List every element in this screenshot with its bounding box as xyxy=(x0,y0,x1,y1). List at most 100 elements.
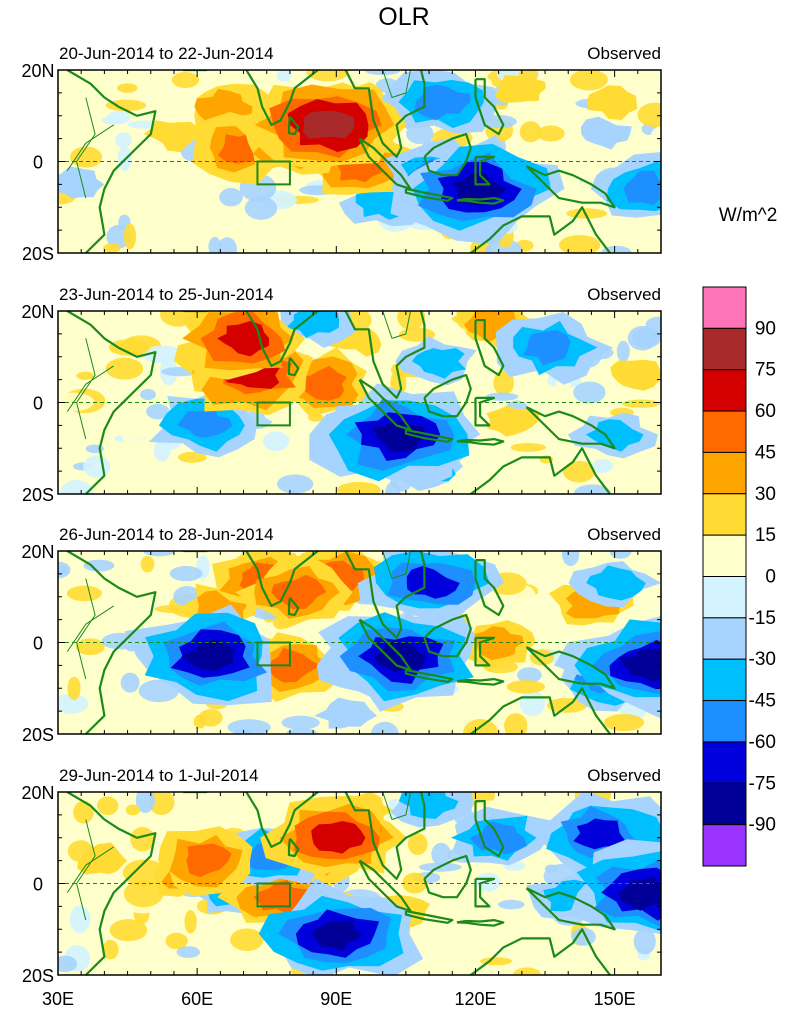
anomaly-feature xyxy=(568,561,661,608)
coastline xyxy=(423,613,472,658)
anomaly-speckle xyxy=(66,585,102,602)
anomaly-speckle xyxy=(616,340,630,363)
coastline xyxy=(382,70,411,98)
coastline xyxy=(474,319,505,377)
coastline xyxy=(287,116,300,136)
region-box xyxy=(256,641,291,667)
anomaly-speckle xyxy=(58,955,78,973)
anomaly-contour xyxy=(398,792,459,819)
anomaly-contour xyxy=(296,365,347,401)
colorbar-cell xyxy=(702,493,747,536)
x-tick-label: 90E xyxy=(320,989,352,1009)
anomaly-speckle xyxy=(637,102,661,127)
anomaly-speckle xyxy=(122,859,167,887)
coastline xyxy=(66,311,157,494)
anomaly-speckle xyxy=(306,70,349,82)
anomaly-speckle xyxy=(276,70,292,82)
x-axis: 30E 60E 90E 120E 150E xyxy=(42,989,636,1009)
anomaly-speckle xyxy=(193,714,207,729)
colorbar-label: -15 xyxy=(749,608,776,629)
anomaly-contour xyxy=(486,405,540,437)
anomaly-contour xyxy=(144,120,205,153)
coastline xyxy=(423,374,472,418)
anomaly-speckle xyxy=(75,638,105,656)
anomaly-speckle xyxy=(569,70,608,91)
coastline xyxy=(467,447,612,494)
anomaly-feature xyxy=(494,75,546,103)
colorbar-cell xyxy=(702,327,747,371)
anomaly-contour xyxy=(314,697,377,729)
colorbar-cell xyxy=(702,369,747,412)
coastline xyxy=(474,396,496,427)
coastline xyxy=(456,197,505,205)
colorbar-cell xyxy=(702,782,747,826)
colorbar-label: 30 xyxy=(755,484,776,505)
y-tick-label: 20S xyxy=(22,966,54,986)
anomaly-feature xyxy=(590,152,661,218)
anomaly-speckle xyxy=(123,879,164,908)
anomaly-contour xyxy=(311,821,366,854)
panel-date-label: 29-Jun-2014 to 1-Jul-2014 xyxy=(59,766,258,785)
anomaly-speckle xyxy=(498,899,525,910)
y-tick-label: 20N xyxy=(21,302,54,322)
y-tick-label: 20S xyxy=(22,244,54,264)
anomaly-contour xyxy=(264,647,321,683)
anomaly-speckle xyxy=(385,481,401,494)
anomaly-speckle xyxy=(120,672,140,693)
coastline xyxy=(404,909,454,924)
anomaly-speckle xyxy=(591,458,614,474)
coastline xyxy=(76,578,96,680)
anomaly-speckle xyxy=(67,676,81,701)
coastline xyxy=(404,668,454,683)
anomaly-speckle xyxy=(301,689,324,707)
coastline xyxy=(474,636,496,667)
anomaly-speckle xyxy=(402,872,428,894)
anomaly-feature xyxy=(395,336,477,386)
colorbar-label: -75 xyxy=(749,773,776,794)
anomaly-speckle xyxy=(70,146,103,168)
anomaly-speckle xyxy=(562,460,595,483)
anomaly-feature xyxy=(379,70,497,134)
anomaly-contour xyxy=(271,574,327,610)
anomaly-speckle xyxy=(73,800,94,824)
colorbar-label: -90 xyxy=(749,815,776,836)
anomaly-speckle xyxy=(184,909,197,934)
anomaly-speckle xyxy=(125,804,141,816)
anomaly-speckle xyxy=(115,132,132,148)
coastline xyxy=(382,311,411,339)
anomaly-field xyxy=(58,311,661,494)
anomaly-speckle xyxy=(512,967,542,975)
anomaly-speckle xyxy=(262,431,290,452)
anomaly-speckle xyxy=(559,234,601,253)
anomaly-speckle xyxy=(281,715,320,730)
anomaly-contour xyxy=(573,818,625,850)
coastline xyxy=(423,854,472,899)
anomaly-speckle xyxy=(286,728,318,734)
anomaly-field xyxy=(58,70,661,253)
anomaly-speckle xyxy=(493,370,515,396)
anomaly-feature xyxy=(309,383,481,491)
anomaly-speckle xyxy=(142,345,184,364)
anomaly-feature xyxy=(587,85,638,121)
anomaly-speckle xyxy=(562,551,580,567)
anomaly-field xyxy=(58,551,661,734)
anomaly-speckle xyxy=(406,123,434,145)
y-tick-label: 20N xyxy=(21,783,54,803)
colorbar-cell xyxy=(702,576,747,619)
y-tick-label: 0 xyxy=(33,394,43,414)
anomaly-speckle xyxy=(58,338,81,354)
chart-title: OLR xyxy=(378,3,429,31)
anomaly-feature xyxy=(580,116,632,150)
anomaly-contour xyxy=(371,421,426,452)
colorbar-label: -30 xyxy=(749,649,776,670)
anomaly-contour xyxy=(471,626,524,660)
anomaly-speckle xyxy=(105,99,147,112)
colorbar-cell xyxy=(702,451,747,495)
anomaly-feature xyxy=(144,120,205,153)
anomaly-speckle xyxy=(554,378,572,402)
colorbar: 90 75 60 45 30 15 0 -15 -30 -45 -60 -75 -90 xyxy=(702,286,776,867)
anomaly-speckle xyxy=(135,792,155,813)
anomaly-speckle xyxy=(171,72,200,88)
anomaly-speckle xyxy=(219,187,243,207)
coastline xyxy=(467,928,612,975)
